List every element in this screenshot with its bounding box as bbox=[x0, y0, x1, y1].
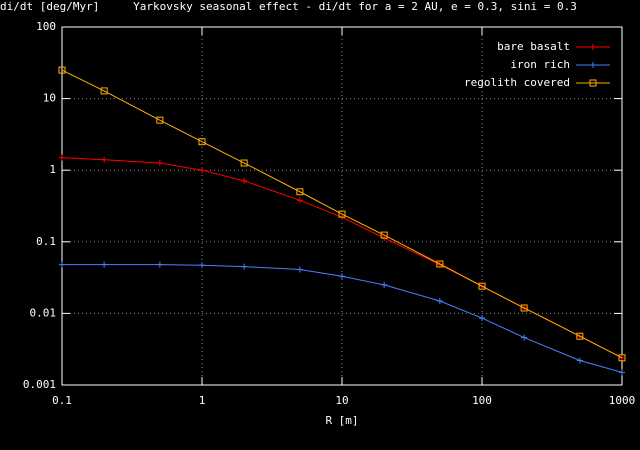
series-line bbox=[62, 264, 623, 373]
marker bbox=[156, 261, 163, 268]
marker bbox=[338, 210, 346, 218]
legend-marker bbox=[590, 62, 596, 68]
series-line bbox=[61, 69, 623, 359]
y-tick-label: 1 bbox=[49, 163, 56, 176]
y-tick-label: 0.01 bbox=[30, 306, 57, 319]
marker bbox=[296, 266, 303, 273]
x-axis-label: R [m] bbox=[325, 414, 358, 427]
marker bbox=[436, 260, 444, 268]
marker bbox=[59, 154, 65, 161]
marker bbox=[241, 263, 248, 270]
legend-label: regolith covered bbox=[464, 76, 570, 89]
marker bbox=[436, 298, 443, 304]
legend-marker bbox=[589, 79, 597, 87]
x-tick-label: 1 bbox=[199, 394, 206, 407]
marker bbox=[618, 354, 626, 362]
marker bbox=[296, 197, 303, 204]
marker bbox=[479, 315, 485, 322]
marker bbox=[619, 354, 625, 361]
marker bbox=[520, 304, 528, 312]
marker bbox=[100, 87, 108, 95]
marker bbox=[198, 138, 206, 146]
legend-label: bare basalt bbox=[497, 40, 570, 53]
marker bbox=[156, 116, 164, 124]
marker bbox=[58, 66, 66, 74]
marker bbox=[521, 334, 528, 341]
chart-title: Yarkovsky seasonal effect - di/dt for a … bbox=[133, 0, 577, 13]
marker bbox=[576, 357, 583, 364]
legend-marker bbox=[590, 44, 596, 50]
marker bbox=[576, 332, 584, 340]
marker bbox=[101, 261, 108, 268]
marker bbox=[101, 156, 108, 163]
x-tick-label: 0.1 bbox=[52, 394, 72, 407]
marker bbox=[199, 262, 205, 269]
marker bbox=[156, 160, 163, 167]
y-tick-label: 100 bbox=[36, 20, 56, 33]
y-tick-label: 0.1 bbox=[36, 235, 56, 248]
marker bbox=[199, 167, 205, 174]
plot-border bbox=[61, 26, 623, 386]
marker bbox=[381, 281, 388, 288]
x-tick-label: 10 bbox=[335, 394, 348, 407]
marker bbox=[240, 159, 248, 167]
marker bbox=[380, 231, 388, 239]
y-axis-label: di/dt [deg/Myr] bbox=[0, 0, 99, 13]
y-tick-label: 0.001 bbox=[23, 378, 56, 391]
marker bbox=[619, 369, 625, 376]
x-tick-label: 100 bbox=[472, 394, 492, 407]
y-tick-label: 10 bbox=[43, 92, 56, 105]
legend-label: iron rich bbox=[510, 58, 570, 71]
marker bbox=[59, 261, 65, 268]
marker bbox=[339, 273, 345, 280]
x-tick-label: 1000 bbox=[609, 394, 636, 407]
marker bbox=[241, 177, 248, 184]
marker bbox=[478, 282, 486, 290]
marker bbox=[296, 188, 304, 196]
